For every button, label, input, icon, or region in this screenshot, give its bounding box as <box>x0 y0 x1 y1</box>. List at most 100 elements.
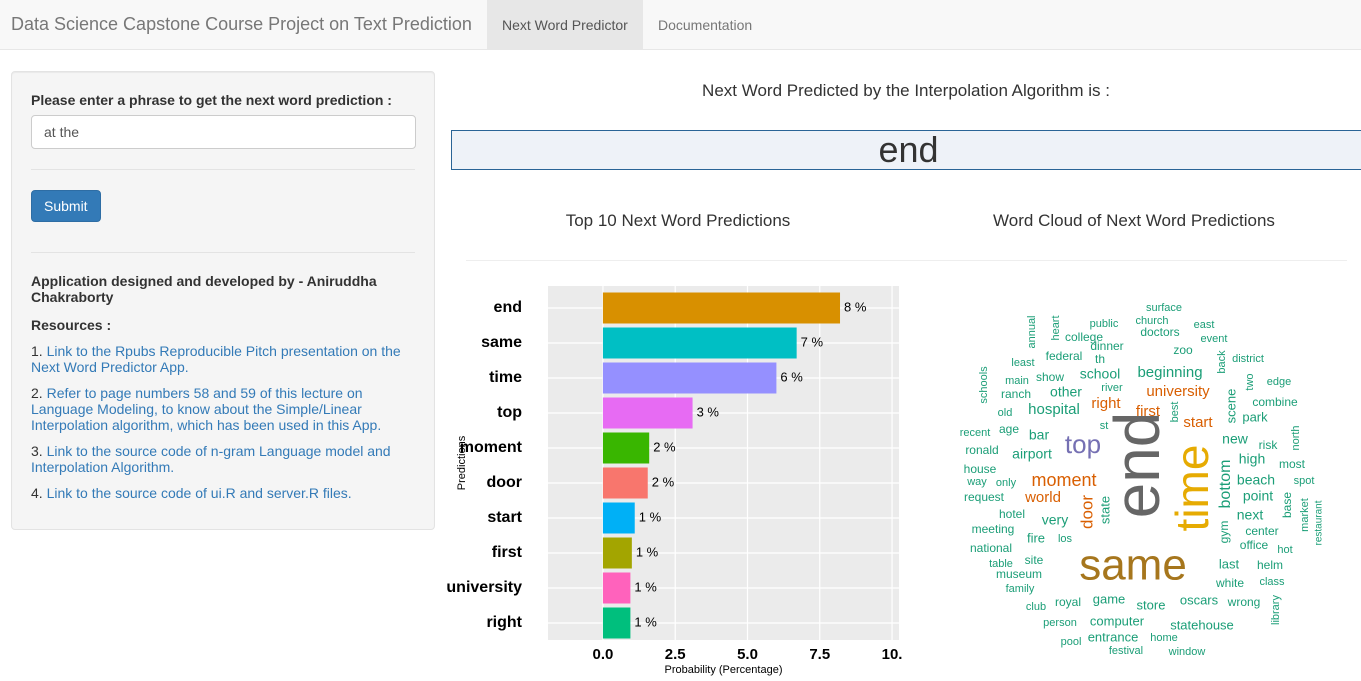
cloud-word: request <box>964 490 1005 504</box>
value-label: 1 % <box>639 509 662 524</box>
value-label: 2 % <box>653 439 676 454</box>
cloud-word: dinner <box>1090 339 1123 353</box>
bar <box>602 467 648 499</box>
cloud-word: next <box>1237 507 1264 523</box>
y-axis-title: Predictions <box>456 435 468 490</box>
y-tick-label: time <box>489 369 522 386</box>
cloud-word: class <box>1259 576 1285 588</box>
resource-link[interactable]: Refer to page numbers 58 and 59 of this … <box>31 385 382 433</box>
cloud-word: first <box>1136 403 1161 420</box>
cloud-word: same <box>1079 541 1187 590</box>
cloud-word: river <box>1101 382 1123 394</box>
cloud-word: start <box>1183 414 1213 431</box>
x-axis-title: Probability (Percentage) <box>664 664 782 676</box>
bar <box>602 607 631 639</box>
value-label: 1 % <box>634 579 657 594</box>
cloud-word: event <box>1201 333 1228 345</box>
resource-item: 1. Link to the Rpubs Reproducible Pitch … <box>31 343 415 375</box>
cloud-word: show <box>1036 370 1064 384</box>
cloud-word: church <box>1135 315 1168 327</box>
resource-link[interactable]: Link to the source code of ui.R and serv… <box>46 485 352 501</box>
cloud-word: pool <box>1061 636 1082 648</box>
brand[interactable]: Data Science Capstone Course Project on … <box>11 14 472 34</box>
cloud-word: east <box>1194 319 1215 331</box>
x-tick-label: 2.5 <box>665 646 686 663</box>
cloud-word: combine <box>1252 395 1298 409</box>
cloud-word: oscars <box>1180 592 1219 607</box>
value-label: 2 % <box>652 474 675 489</box>
cloud-word: hotel <box>999 507 1025 521</box>
bar <box>602 432 650 464</box>
cloud-word: entrance <box>1088 629 1139 644</box>
cloud-word: surface <box>1146 302 1182 314</box>
submit-button[interactable]: Submit <box>31 190 101 222</box>
bar <box>602 502 635 534</box>
input-label: Please enter a phrase to get the next wo… <box>31 92 392 108</box>
value-label: 1 % <box>634 614 657 629</box>
cloud-word: hot <box>1277 544 1292 556</box>
prediction: end <box>451 130 1361 170</box>
cloud-word: national <box>970 541 1012 555</box>
cloud-word: district <box>1232 353 1264 365</box>
cloud-word: center <box>1245 524 1278 538</box>
cloud-word: scene <box>1223 389 1238 424</box>
cloud-word: st <box>1100 420 1109 432</box>
cloud-word: recent <box>960 427 991 439</box>
resource-number: 1. <box>31 343 43 359</box>
cloud-word: store <box>1137 597 1166 612</box>
cloud-word: state <box>1097 496 1112 524</box>
cloud-word: royal <box>1055 595 1081 609</box>
resource-link[interactable]: Link to the Rpubs Reproducible Pitch pre… <box>31 343 401 375</box>
resources-heading: Resources : <box>31 317 112 333</box>
cloud-word: way <box>966 476 987 488</box>
x-tick-label: 10. <box>882 646 903 663</box>
resource-link[interactable]: Link to the source code of n-gram Langua… <box>31 443 391 475</box>
cloud-word: fire <box>1027 530 1045 545</box>
resource-number: 3. <box>31 443 43 459</box>
cloud-word: last <box>1219 556 1240 571</box>
cloud-word: edge <box>1267 376 1291 388</box>
cloud-word: wrong <box>1227 595 1261 609</box>
value-label: 7 % <box>801 334 824 349</box>
bar <box>602 537 632 569</box>
cloud-word: window <box>1168 646 1206 658</box>
tab[interactable]: Next Word Predictor <box>487 0 643 50</box>
cloud-word: point <box>1243 488 1273 504</box>
cloud-word: statehouse <box>1170 617 1234 632</box>
cloud-word: th <box>1095 352 1105 366</box>
cloud-word: club <box>1026 601 1046 613</box>
value-label: 1 % <box>636 544 659 559</box>
cloud-word: base <box>1280 492 1294 518</box>
cloud-word: school <box>1080 366 1120 382</box>
cloud-word: world <box>1024 489 1061 506</box>
cloud-word: high <box>1239 451 1265 467</box>
cloud-word: back <box>1216 350 1228 374</box>
resource-item: 3. Link to the source code of n-gram Lan… <box>31 443 415 475</box>
cloud-word: right <box>1091 395 1121 412</box>
cloud-word: heart <box>1050 315 1062 340</box>
cloud-word: ronald <box>965 443 998 457</box>
cloud-word: restaurant <box>1314 500 1325 545</box>
bar <box>602 327 797 359</box>
cloud-word: family <box>1006 583 1035 595</box>
prediction-heading: Next Word Predicted by the Interpolation… <box>702 81 1110 100</box>
cloud-word: bar <box>1029 427 1050 443</box>
cloud-word: beach <box>1237 472 1275 488</box>
divider <box>31 252 415 253</box>
cloud-word: schools <box>978 366 990 404</box>
cloud-word: door <box>1077 495 1096 529</box>
y-tick-label: university <box>446 579 522 596</box>
cloud-word: hospital <box>1028 401 1080 418</box>
tab[interactable]: Documentation <box>658 17 753 33</box>
cloud-word: helm <box>1257 558 1283 572</box>
y-tick-label: start <box>487 509 522 526</box>
y-tick-label: top <box>497 404 522 421</box>
phrase-input[interactable] <box>31 115 416 149</box>
cloud-word: main <box>1005 375 1029 387</box>
cloud-word: festival <box>1109 645 1143 657</box>
cloud-word: computer <box>1090 613 1145 628</box>
y-tick-label: first <box>492 544 523 561</box>
cloud-word: least <box>1011 357 1034 369</box>
resource-item: 4. Link to the source code of ui.R and s… <box>31 485 415 501</box>
